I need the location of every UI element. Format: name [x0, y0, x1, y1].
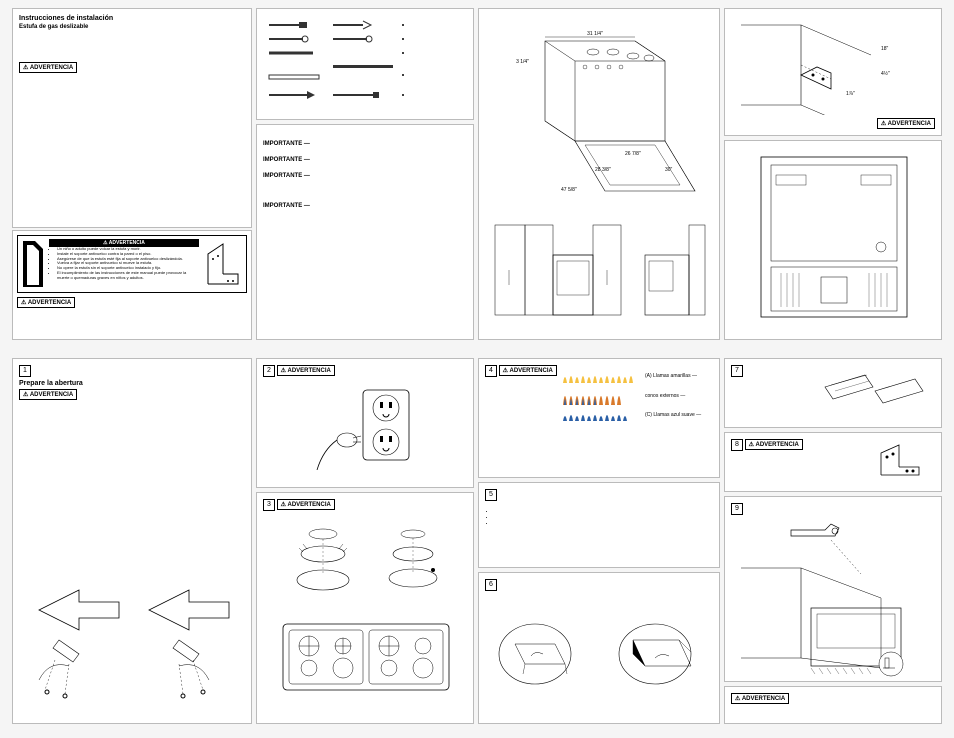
panel-step-8: 8 ⚠ ADVERTENCIA	[724, 432, 942, 492]
warning-label: ⚠ ADVERTENCIA	[19, 62, 77, 73]
dim-open: 47 5/8"	[561, 187, 577, 193]
step-3-warn: ⚠ ADVERTENCIA	[277, 499, 335, 510]
panel-step-1: 1 Prepare la abertura ⚠ ADVERTENCIA	[12, 358, 252, 724]
step-number-7: 7	[731, 365, 743, 377]
panel-step-7: 7	[724, 358, 942, 428]
dim-18: 18"	[881, 46, 889, 52]
panel-step-6: 6	[478, 572, 720, 724]
panel-step-9: 9	[724, 496, 942, 682]
dim-4: 4½"	[881, 70, 890, 77]
rear-view-diagram	[731, 147, 937, 333]
important-1: IMPORTANTE —	[263, 141, 467, 147]
panel-bracket-detail: 18" 4½" 1⅞" ⚠ ADVERTENCIA	[724, 8, 942, 136]
subtitle: Estufa de gas deslizable	[19, 24, 245, 30]
final-warning: ⚠ ADVERTENCIA	[731, 693, 789, 704]
dim-depth1: 26 7/8"	[625, 151, 641, 157]
burner-diagram	[263, 514, 469, 704]
dim-width-top: 31 1/4"	[587, 31, 603, 37]
dim-30: 30"	[665, 167, 673, 173]
bracket-wall-diagram: 18" 4½" 1⅞"	[731, 15, 937, 115]
step-2-warn: ⚠ ADVERTENCIA	[277, 365, 335, 376]
step-number-3: 3	[263, 499, 275, 511]
step-1-title: Prepare la abertura	[19, 380, 245, 387]
tipover-icon	[21, 239, 45, 289]
step-4-warn: ⚠ ADVERTENCIA	[499, 365, 557, 376]
panel-step-2: 2 ⚠ ADVERTENCIA	[256, 358, 474, 488]
step-number-9: 9	[731, 503, 743, 515]
title: Instrucciones de instalación	[19, 15, 245, 22]
step-5-bullets	[495, 508, 713, 526]
step-number-8: 8	[731, 439, 743, 451]
warning-label-2: ⚠ ADVERTENCIA	[17, 297, 75, 308]
step-number-6: 6	[485, 579, 497, 591]
slide-in-diagram	[731, 518, 937, 678]
flame-orange-row: conos externos —	[561, 387, 711, 405]
dim-h-left: 3 1/4"	[516, 59, 529, 65]
advertencia-list: Un niño o adulto puede volcar la estufa …	[49, 247, 199, 281]
important-4: IMPORTANTE —	[263, 203, 467, 209]
bracket-icon	[203, 239, 243, 289]
warning-bracket: ⚠ ADVERTENCIA	[877, 118, 935, 129]
range-dimension-diagram: 31 1/4" 3 1/4" 26 7/8" 28 3/8" 47 5/8" 3…	[485, 15, 715, 335]
important-2: IMPORTANTE —	[263, 157, 467, 163]
flame-yellow-row: (A) Llamas amarillas —	[561, 369, 711, 383]
antitip-bracket-icon	[875, 441, 935, 481]
step-1-warn: ⚠ ADVERTENCIA	[19, 389, 77, 400]
important-3: IMPORTANTE —	[263, 173, 467, 179]
panel-step-5: 5	[478, 482, 720, 568]
step-number-2: 2	[263, 365, 275, 377]
flame-blue-row: (C) Llamas azul suave —	[561, 409, 711, 421]
step-number-5: 5	[485, 489, 497, 501]
dim-depth2: 28 3/8"	[595, 167, 611, 173]
step-number-4: 4	[485, 365, 497, 377]
panel-tools	[256, 8, 474, 120]
step-1-diagram	[19, 410, 247, 710]
panel-tipover-warning: ⚠ ADVERTENCIA Un niño o adulto puede vol…	[12, 230, 252, 340]
step-8-warn: ⚠ ADVERTENCIA	[745, 439, 803, 450]
panel-final-warn: ⚠ ADVERTENCIA	[724, 686, 942, 724]
grate-diagram	[815, 367, 935, 417]
panel-important: IMPORTANTE — IMPORTANTE — IMPORTANTE — I…	[256, 124, 474, 340]
step-number-1: 1	[19, 365, 31, 377]
drawer-diagram	[485, 594, 715, 714]
panel-dimensions: 31 1/4" 3 1/4" 26 7/8" 28 3/8" 47 5/8" 3…	[478, 8, 720, 340]
panel-rear-view	[724, 140, 942, 340]
panel-intro: Instrucciones de instalación Estufa de g…	[12, 8, 252, 228]
panel-step-4: 4 ⚠ ADVERTENCIA (A) Llamas amarillas —	[478, 358, 720, 478]
outlet-diagram	[263, 380, 469, 470]
tools-diagram	[263, 15, 469, 113]
dim-1: 1⅞"	[846, 91, 855, 97]
panel-step-3: 3 ⚠ ADVERTENCIA	[256, 492, 474, 724]
